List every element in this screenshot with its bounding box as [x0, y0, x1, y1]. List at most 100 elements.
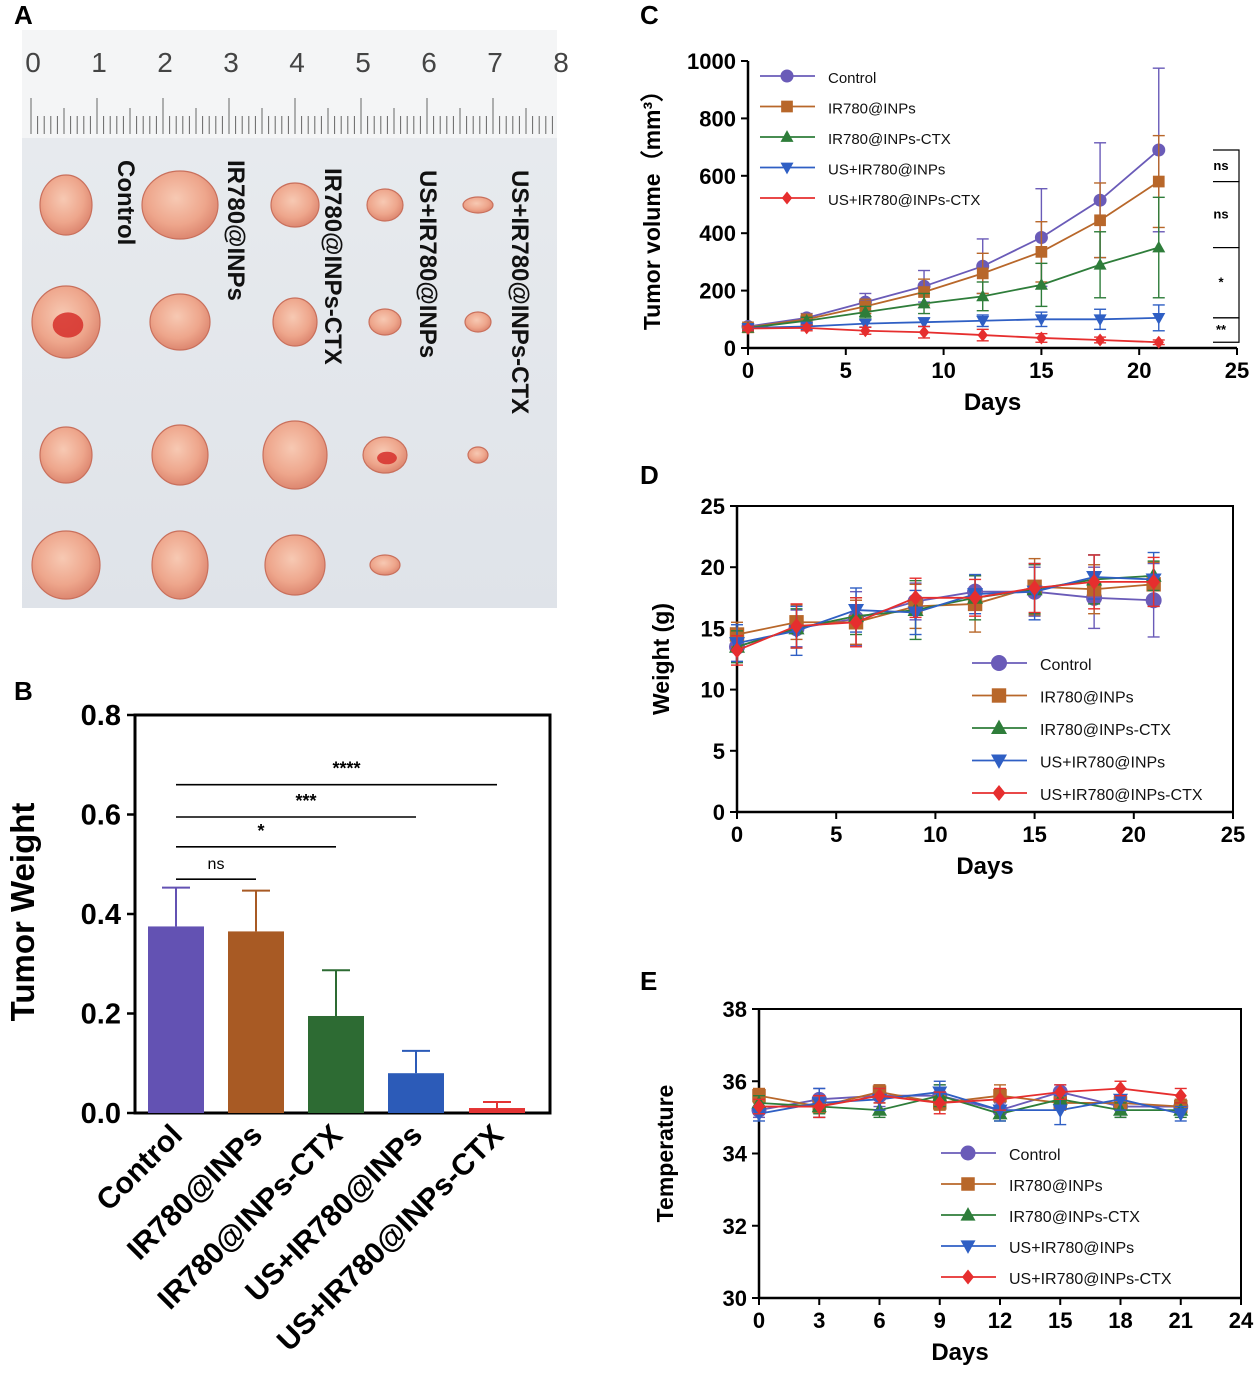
ruler-numbers: 0 1 2 3 4 5 6 7 8 [25, 47, 569, 78]
marker-us-ir780-inps-ctx [1153, 335, 1164, 349]
significance-line: **** [176, 759, 497, 786]
tumor [151, 530, 209, 600]
marker-us-ir780-inps-ctx [918, 325, 930, 339]
legend-label: US+IR780@INPs-CTX [828, 192, 980, 209]
y-tick-label: 400 [699, 221, 736, 246]
y-tick-label: 20 [701, 555, 725, 580]
significance-bracket: ns [1213, 149, 1240, 183]
significance-bracket: ns [1213, 180, 1240, 249]
bar [228, 931, 284, 1113]
x-tick-label: 20 [1127, 358, 1151, 383]
legend-item-control: Control [972, 655, 1092, 674]
y-axis-label: Weight (g) [648, 603, 674, 715]
plot-frame [758, 1008, 1242, 1299]
legend-label: Control [828, 70, 876, 87]
x-tick-label: 15 [1022, 822, 1046, 847]
series-us-ir780-inps-ctx [742, 321, 1165, 349]
marker-us-ir780-inps-ctx [790, 617, 803, 634]
legend-item-control: Control [941, 1145, 1061, 1164]
y-axis-label: Tumor volume（mm³） [639, 79, 665, 330]
x-axis-label: Days [956, 853, 1013, 880]
series-line [758, 1094, 1181, 1115]
bracket-line [1213, 317, 1240, 343]
marker-us-ir780-inps [751, 1108, 767, 1122]
marker-us-ir780-inps [976, 315, 990, 328]
x-axis-label: Days [964, 389, 1021, 416]
marker-us-ir780-inps-ctx [753, 1099, 765, 1115]
y-tick-label: 1000 [687, 49, 736, 74]
x-tick-label: 21 [1169, 1308, 1193, 1333]
x-tick-label: 6 [873, 1308, 885, 1333]
marker-us-ir780-inps-ctx [730, 642, 744, 659]
group-labels: Control IR780@INPs IR780@INPs-CTX US+IR780@… [112, 160, 533, 414]
legend-label: IR780@INPs-CTX [1040, 722, 1171, 739]
series-line [758, 1091, 1181, 1112]
marker-us-ir780-inps [780, 162, 794, 175]
legend-label: US+IR780@INPs [828, 162, 945, 179]
marker-us-ir780-inps [1034, 314, 1048, 327]
legend: Control IR780@INPs IR780@INPs-CTX US+IR780@… [760, 69, 980, 209]
x-tick-label: 25 [1225, 358, 1249, 383]
marker-ir780-inps [976, 267, 989, 280]
marker-us-ir780-inps-ctx [933, 1095, 946, 1111]
tumor [151, 424, 209, 486]
bar [388, 1073, 444, 1113]
marker-ir780-inps-ctx [1093, 257, 1107, 270]
ruler-number: 8 [553, 47, 569, 78]
y-tick-label: 0 [713, 800, 725, 825]
marker-us-ir780-inps-ctx [962, 1269, 974, 1285]
marker-us-ir780-inps-ctx [860, 324, 871, 338]
marker-ir780-inps [961, 1177, 975, 1191]
x-tick-label: 3 [813, 1308, 825, 1333]
y-tick-label: 0.8 [81, 700, 121, 732]
ruler-number: 3 [223, 47, 239, 78]
marker-us-ir780-inps-ctx [801, 321, 812, 335]
x-tick-label: 20 [1122, 822, 1146, 847]
series-line [759, 1087, 1181, 1108]
ruler [22, 30, 557, 138]
group-label-ir780-inps: IR780@INPs [222, 160, 249, 301]
y-tick-label: 38 [723, 997, 747, 1022]
marker-ir780-inps [1152, 175, 1165, 188]
series-line [747, 180, 1160, 329]
marker-us-ir780-inps [991, 754, 1007, 769]
tumor [264, 534, 326, 596]
group-label-control: Control [112, 160, 139, 245]
legend-item-us-ir780-inps: US+IR780@INPs [972, 754, 1165, 772]
tumor [272, 297, 318, 347]
bracket-line [1213, 246, 1240, 319]
group-label-us-ir780-inps-ctx: US+IR780@INPs-CTX [506, 170, 533, 414]
marker-ir780-inps [918, 286, 930, 298]
marker-ir780-inps-ctx [858, 305, 872, 317]
y-tick-label: 800 [699, 106, 736, 131]
marker-us-ir780-inps [1052, 1104, 1068, 1119]
tumor [39, 426, 93, 484]
bar [308, 1015, 364, 1113]
marker-us-ir780-inps-ctx [781, 191, 793, 205]
bar [469, 1108, 525, 1113]
marker-ir780-inps [1035, 246, 1048, 258]
legend-label: Control [1009, 1147, 1061, 1164]
legend-item-ir780-inps: IR780@INPs [760, 101, 916, 118]
legend-label: IR780@INPs [1009, 1178, 1103, 1195]
marker-us-ir780-inps [1093, 314, 1107, 327]
marker-us-ir780-inps-ctx [992, 785, 1006, 801]
marker-ir780-inps-ctx [1034, 278, 1048, 290]
tumor [464, 311, 492, 333]
legend-label: Control [1040, 657, 1092, 674]
bracket-label: * [1218, 275, 1224, 290]
y-tick-label: 200 [699, 279, 736, 304]
tumor [31, 530, 101, 600]
marker-us-ir780-inps-ctx [968, 589, 982, 606]
panel-label-c: C [640, 0, 659, 30]
legend-label: IR780@INPs [828, 101, 916, 118]
x-tick-label: 0 [753, 1308, 765, 1333]
legend: Control IR780@INPs IR780@INPs-CTX US+IR780@… [941, 1145, 1172, 1288]
tumor [369, 554, 401, 576]
marker-us-ir780-inps-ctx [849, 614, 863, 631]
series-line [747, 327, 1159, 344]
marker-ir780-inps-ctx [960, 1207, 976, 1221]
x-tick-label: 25 [1221, 822, 1245, 847]
